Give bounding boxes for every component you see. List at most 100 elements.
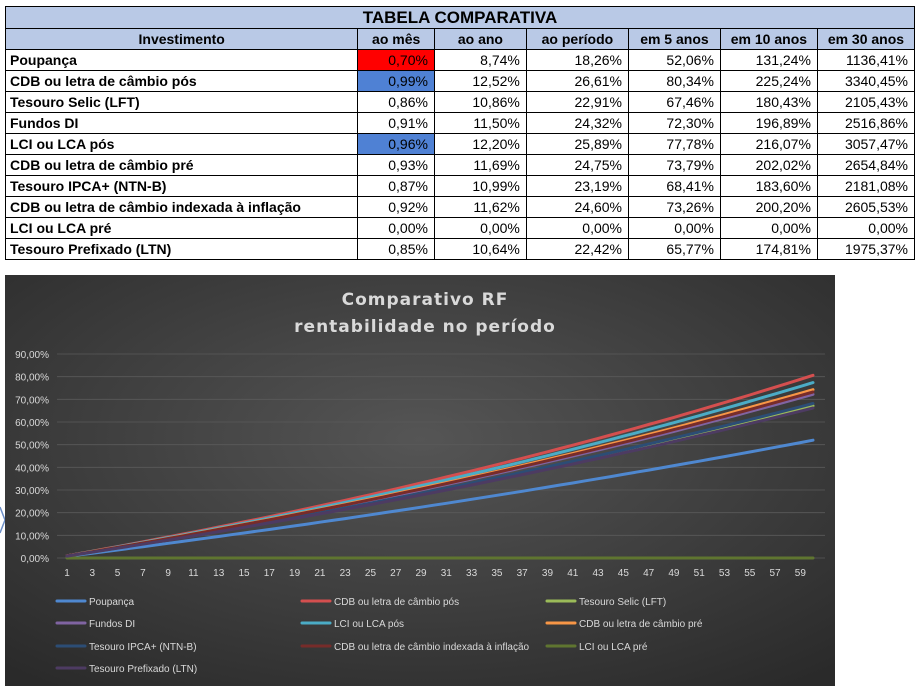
value-cell: 0,96% (357, 133, 435, 155)
value-cell: 202,02% (719, 154, 818, 176)
investment-name-cell: LCI ou LCA pós (4, 133, 359, 155)
column-header: Investimento (4, 28, 359, 50)
value-cell: 2516,86% (816, 112, 916, 134)
legend-label: CDB ou letra de câmbio pré (579, 619, 703, 630)
value-cell: 0,85% (357, 238, 435, 260)
value-cell: 1136,41% (816, 49, 916, 71)
value-cell: 0,86% (357, 91, 435, 113)
y-tick-label: 80,00% (15, 373, 49, 384)
series-line (65, 438, 815, 558)
value-cell: 0,92% (357, 196, 435, 218)
x-tick-label: 23 (340, 568, 352, 579)
x-tick-label: 33 (466, 568, 478, 579)
x-tick-label: 57 (770, 568, 782, 579)
x-tick-label: 5 (115, 568, 121, 579)
value-cell: 23,19% (525, 175, 629, 197)
value-cell: 73,79% (627, 154, 721, 176)
x-tick-label: 9 (165, 568, 171, 579)
y-tick-label: 70,00% (15, 395, 49, 406)
investment-name-cell: Poupança (4, 49, 359, 71)
y-tick-label: 90,00% (15, 350, 49, 361)
investment-name-cell: LCI ou LCA pré (4, 217, 359, 239)
table-row: CDB ou letra de câmbio pré 0,93% 11,69% 24,… (4, 154, 916, 176)
table-header-row: Investimento ao mês ao ano ao período em 5 a… (4, 28, 916, 50)
value-cell: 65,77% (627, 238, 721, 260)
value-cell: 2605,53% (816, 196, 916, 218)
value-cell: 2181,08% (816, 175, 916, 197)
value-cell: 196,89% (719, 112, 818, 134)
table-row: Tesouro IPCA+ (NTN-B) 0,87% 10,99% 23,19% 68… (4, 175, 916, 197)
value-cell: 73,26% (627, 196, 721, 218)
value-cell: 2654,84% (816, 154, 916, 176)
series-line (65, 406, 815, 558)
table-row: Tesouro Selic (LFT) 0,86% 10,86% 22,91% 67,4… (4, 91, 916, 113)
table-row: Poupança 0,70% 8,74% 18,26% 52,06% 131,24% 113… (4, 49, 916, 71)
value-cell: 3057,47% (816, 133, 916, 155)
value-cell: 183,60% (719, 175, 818, 197)
table-row: Fundos DI 0,91% 11,50% 24,32% 72,30% 196,89% 2… (4, 112, 916, 134)
table-row: Tesouro Prefixado (LTN) 0,85% 10,64% 22,42%… (4, 238, 916, 260)
x-tick-label: 29 (415, 568, 427, 579)
legend-label: Tesouro IPCA+ (NTN-B) (89, 642, 197, 653)
value-cell: 22,91% (525, 91, 629, 113)
value-cell: 200,20% (719, 196, 818, 218)
value-cell: 11,50% (433, 112, 527, 134)
legend-label: Fundos DI (89, 619, 135, 630)
x-tick-label: 31 (441, 568, 453, 579)
x-tick-label: 21 (314, 568, 326, 579)
y-tick-label: 30,00% (15, 486, 49, 497)
value-cell: 0,00% (816, 217, 916, 239)
comparison-table-container: TABELA COMPARATIVA Investimento ao mês ao … (4, 6, 916, 260)
chart-title: Comparativo RF (342, 290, 509, 310)
investment-name-cell: CDB ou letra de câmbio pré (4, 154, 359, 176)
value-cell: 225,24% (719, 70, 818, 92)
value-cell: 24,60% (525, 196, 629, 218)
table-row: CDB ou letra de câmbio pós 0,99% 12,52% 26,… (4, 70, 916, 92)
value-cell: 0,99% (357, 70, 435, 92)
x-tick-label: 1 (64, 568, 70, 579)
x-tick-label: 49 (668, 568, 680, 579)
x-tick-label: 7 (140, 568, 146, 579)
x-tick-label: 41 (567, 568, 579, 579)
value-cell: 0,00% (433, 217, 527, 239)
x-tick-label: 11 (188, 568, 199, 579)
value-cell: 180,43% (719, 91, 818, 113)
value-cell: 0,00% (627, 217, 721, 239)
value-cell: 12,20% (433, 133, 527, 155)
legend-label: CDB ou letra de câmbio indexada à inflaç… (334, 642, 530, 653)
value-cell: 174,81% (719, 238, 818, 260)
investment-name-cell: CDB ou letra de câmbio indexada à inflaç… (4, 196, 359, 218)
investment-name-cell: Tesouro Selic (LFT) (4, 91, 359, 113)
legend-label: LCI ou LCA pós (334, 619, 404, 630)
table-title: TABELA COMPARATIVA (5, 6, 915, 29)
x-tick-label: 19 (289, 568, 301, 579)
value-cell: 18,26% (525, 49, 629, 71)
value-cell: 216,07% (719, 133, 818, 155)
y-tick-label: 50,00% (15, 441, 49, 452)
value-cell: 0,91% (357, 112, 435, 134)
chart-subtitle: rentabilidade no período (294, 317, 556, 337)
value-cell: 10,99% (433, 175, 527, 197)
value-cell: 67,46% (627, 91, 721, 113)
table-row: LCI ou LCA pré 0,00% 0,00% 0,00% 0,00% 0,00% 0… (4, 217, 916, 239)
legend-label: Tesouro Prefixado (LTN) (89, 664, 197, 675)
column-header: ao ano (433, 28, 527, 50)
x-tick-label: 37 (517, 568, 529, 579)
x-tick-label: 13 (213, 568, 225, 579)
x-tick-label: 59 (795, 568, 807, 579)
legend-label: Tesouro Selic (LFT) (579, 597, 666, 608)
x-tick-label: 47 (643, 568, 655, 579)
line-chart: Comparativo RF rentabilidade no período 0,… (5, 275, 835, 686)
value-cell: 12,52% (433, 70, 527, 92)
x-tick-label: 55 (744, 568, 756, 579)
column-header: ao mês (357, 28, 435, 50)
value-cell: 2105,43% (816, 91, 916, 113)
x-tick-label: 45 (618, 568, 630, 579)
investment-name-cell: CDB ou letra de câmbio pós (4, 70, 359, 92)
legend-label: LCI ou LCA pré (579, 642, 648, 653)
value-cell: 11,62% (433, 196, 527, 218)
value-cell: 8,74% (433, 49, 527, 71)
value-cell: 10,86% (433, 91, 527, 113)
legend-label: CDB ou letra de câmbio pós (334, 597, 459, 608)
value-cell: 24,32% (525, 112, 629, 134)
